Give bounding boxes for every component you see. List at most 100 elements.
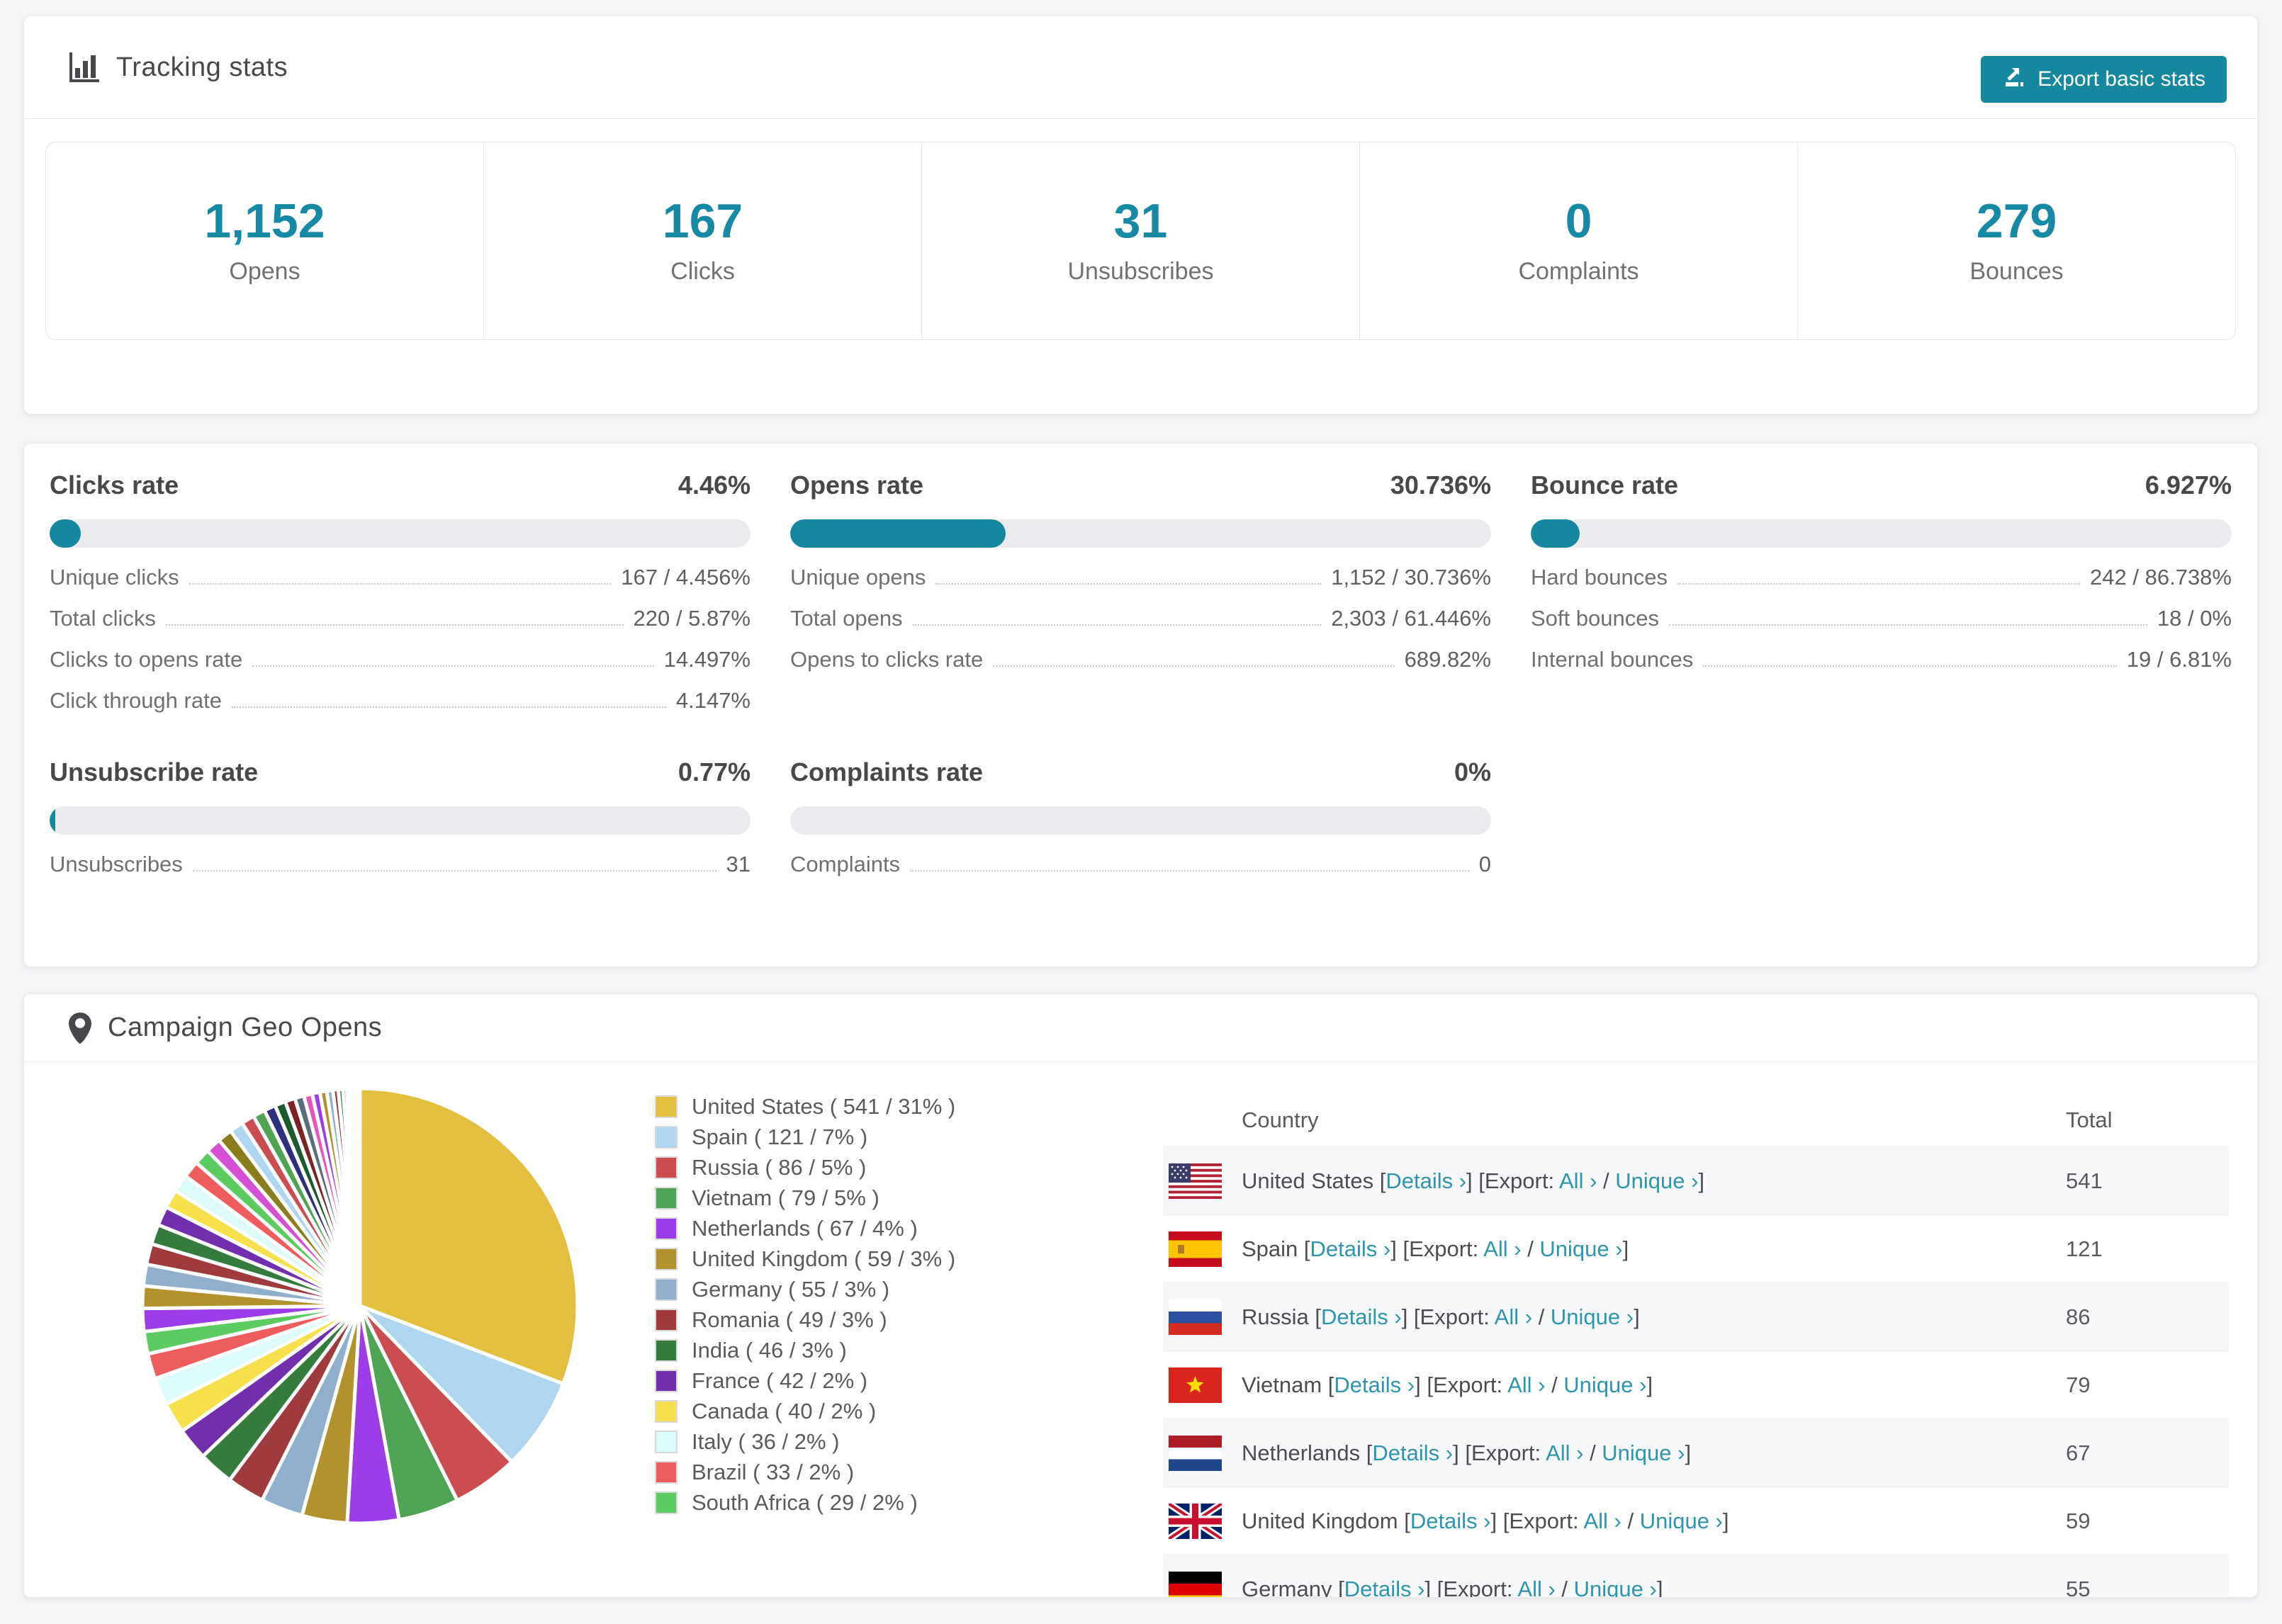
total-cell: 79 (2066, 1372, 2091, 1397)
export-all-link[interactable]: All › (1559, 1168, 1597, 1193)
country-cell: Germany [Details ›] [Export: All › / Uni… (1222, 1577, 2066, 1598)
export-icon (2002, 64, 2026, 94)
rate-panel-opens-rate: Opens rate 30.736% Unique opens 1,152 / 30.… (790, 470, 1491, 714)
rate-stat-value: 31 (726, 852, 751, 876)
flag-icon-us (1169, 1163, 1222, 1199)
export-unique-link[interactable]: Unique › (1602, 1440, 1685, 1465)
details-link[interactable]: Details › (1321, 1304, 1402, 1329)
table-row-netherlands: Netherlands [Details ›] [Export: All › /… (1163, 1419, 2229, 1487)
legend-label: Vietnam ( 79 / 5% ) (692, 1185, 879, 1210)
page-title: Tracking stats (116, 52, 288, 82)
rate-stat-label: Hard bounces (1531, 565, 1668, 590)
geo-opens-pie-chart[interactable] (126, 1072, 594, 1540)
legend-label: Spain ( 121 / 7% ) (692, 1124, 868, 1149)
legend-item-spain[interactable]: Spain ( 121 / 7% ) (655, 1122, 955, 1152)
rate-panel-complaints-rate: Complaints rate 0% Complaints 0 (790, 757, 1491, 877)
pie-slice-spain[interactable] (359, 1304, 566, 1465)
legend-item-india[interactable]: India ( 46 / 3% ) (655, 1335, 955, 1365)
total-cell: 86 (2066, 1304, 2091, 1329)
legend-swatch (655, 1186, 678, 1209)
rate-stat-row: Internal bounces 19 / 6.81% (1531, 647, 2232, 672)
legend-label: South Africa ( 29 / 2% ) (692, 1489, 918, 1515)
legend-item-russia[interactable]: Russia ( 86 / 5% ) (655, 1152, 955, 1183)
dotted-leader (910, 870, 1469, 872)
stat-label: Clicks (670, 257, 735, 285)
stat-value: 279 (1976, 193, 2057, 248)
rate-stat-label: Unique clicks (50, 565, 179, 590)
export-all-link[interactable]: All › (1483, 1236, 1522, 1261)
legend-label: Germany ( 55 / 3% ) (692, 1276, 890, 1302)
pie-slice-other[interactable] (357, 1086, 362, 1307)
export-unique-link[interactable]: Unique › (1573, 1576, 1657, 1598)
export-all-link[interactable]: All › (1494, 1304, 1533, 1329)
country-cell: Spain [Details ›] [Export: All › / Uniqu… (1242, 1236, 1629, 1261)
details-link[interactable]: Details › (1410, 1508, 1491, 1533)
rate-value: 4.46% (678, 470, 751, 500)
legend-item-vietnam[interactable]: Vietnam ( 79 / 5% ) (655, 1183, 955, 1213)
details-link[interactable]: Details › (1386, 1168, 1467, 1193)
legend-item-united-kingdom[interactable]: United Kingdom ( 59 / 3% ) (655, 1244, 955, 1274)
geo-title: Campaign Geo Opens (68, 1012, 382, 1044)
rate-panel-unsubscribe-rate: Unsubscribe rate 0.77% Unsubscribes 31 (50, 757, 751, 877)
progress-bar (790, 806, 1491, 835)
export-unique-link[interactable]: Unique › (1563, 1372, 1647, 1397)
export-unique-link[interactable]: Unique › (1639, 1508, 1723, 1533)
legend-item-italy[interactable]: Italy ( 36 / 2% ) (655, 1426, 955, 1457)
rate-stat-value: 2,303 / 61.446% (1331, 606, 1491, 631)
legend-item-south-africa[interactable]: South Africa ( 29 / 2% ) (655, 1487, 955, 1518)
country-name: Russia (1242, 1304, 1315, 1329)
legend-item-germany[interactable]: Germany ( 55 / 3% ) (655, 1274, 955, 1304)
export-all-link[interactable]: All › (1517, 1576, 1556, 1598)
stat-value: 167 (662, 193, 743, 248)
rate-stat-value: 19 / 6.81% (2126, 647, 2232, 672)
legend-item-canada[interactable]: Canada ( 40 / 2% ) (655, 1396, 955, 1426)
geo-legend: United States ( 541 / 31% ) Spain ( 121 /… (655, 1091, 955, 1518)
rate-stat-label: Total clicks (50, 606, 156, 631)
stat-value: 1,152 (204, 193, 325, 248)
country-cell: Vietnam [Details ›] [Export: All › / Uni… (1242, 1372, 1653, 1397)
progress-bar-fill (50, 806, 56, 835)
bar-chart-icon (68, 51, 101, 84)
total-cell: 55 (2066, 1576, 2091, 1598)
table-header-row: Country Total (1163, 1093, 2229, 1146)
export-basic-stats-button[interactable]: Export basic stats (1981, 56, 2227, 103)
country-name: United Kingdom (1242, 1508, 1405, 1533)
export-all-link[interactable]: All › (1583, 1508, 1621, 1533)
rate-title: Complaints rate (790, 757, 984, 786)
progress-bar (1531, 519, 2232, 548)
pie-slice-united-states[interactable] (358, 1086, 580, 1387)
rate-stat-label: Total opens (790, 606, 903, 631)
export-unique-link[interactable]: Unique › (1550, 1304, 1634, 1329)
legend-item-brazil[interactable]: Brazil ( 33 / 2% ) (655, 1457, 955, 1487)
legend-item-romania[interactable]: Romania ( 49 / 3% ) (655, 1304, 955, 1335)
legend-item-france[interactable]: France ( 42 / 2% ) (655, 1365, 955, 1396)
details-link[interactable]: Details › (1372, 1440, 1454, 1465)
rate-title: Unsubscribe rate (50, 757, 259, 786)
export-unique-link[interactable]: Unique › (1615, 1168, 1699, 1193)
legend-swatch (655, 1125, 678, 1149)
details-link[interactable]: Details › (1310, 1236, 1391, 1261)
rate-stat-label: Soft bounces (1531, 606, 1659, 631)
details-link[interactable]: Details › (1334, 1372, 1415, 1397)
legend-swatch (655, 1308, 678, 1331)
dotted-leader (1703, 665, 2117, 667)
tracking-stats-title: Tracking stats (68, 51, 288, 84)
legend-item-united-states[interactable]: United States ( 541 / 31% ) (655, 1091, 955, 1122)
dotted-leader (231, 706, 666, 708)
legend-item-netherlands[interactable]: Netherlands ( 67 / 4% ) (655, 1213, 955, 1244)
geo-header: Campaign Geo Opens (24, 994, 2257, 1062)
stat-label: Unsubscribes (1067, 257, 1214, 285)
rate-stat-row: Total opens 2,303 / 61.446% (790, 606, 1491, 631)
rate-stat-value: 220 / 5.87% (633, 606, 751, 631)
rate-stat-label: Opens to clicks rate (790, 647, 984, 672)
export-all-link[interactable]: All › (1507, 1372, 1546, 1397)
flag-icon-es (1169, 1231, 1222, 1267)
details-link[interactable]: Details › (1344, 1576, 1425, 1598)
rates-grid: Clicks rate 4.46% Unique clicks 167 / 4.456… (24, 444, 2257, 877)
stat-value: 31 (1113, 193, 1168, 248)
export-unique-link[interactable]: Unique › (1539, 1236, 1623, 1261)
export-all-link[interactable]: All › (1546, 1440, 1584, 1465)
campaign-geo-opens-card: Campaign Geo Opens United States ( 541 /… (23, 993, 2258, 1598)
rate-stat-value: 689.82% (1404, 647, 1491, 672)
legend-swatch (655, 1338, 678, 1362)
